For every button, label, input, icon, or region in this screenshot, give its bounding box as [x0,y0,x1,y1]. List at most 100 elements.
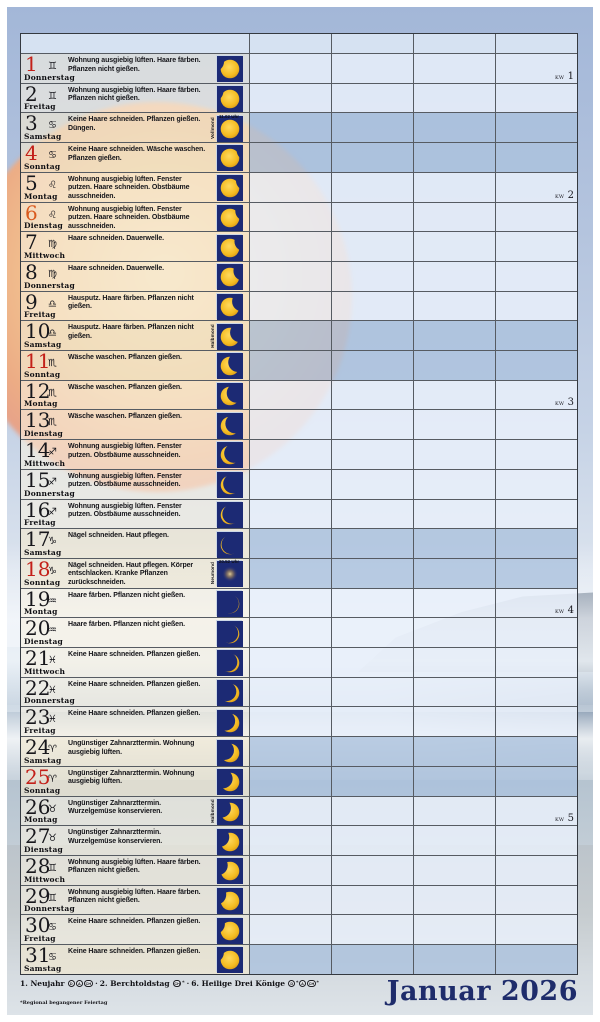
moon-phase-area [209,351,249,380]
day-block: 21 ♓ Mittwoch [21,647,67,677]
footnote: *Regional begangener Feiertag [20,1000,108,1006]
day-info-cell: 20 ♒ Dienstag Haare färben. Pflanzen nic… [21,617,250,648]
note-cell [414,410,496,440]
day-info-cell: 7 ♍ Mittwoch Haare schneiden. Dauerwelle… [21,230,250,261]
note-cell [332,558,414,588]
weekday-label: Montag [24,191,58,201]
header-row [21,34,577,54]
day-number: 28 [25,853,51,878]
weekday-label: Donnerstag [24,72,75,82]
zodiac-icon-krebs: ♋ [48,150,57,162]
moon-phase-icon [216,619,243,647]
holiday-item: 6. Heilige Drei Könige [191,979,288,988]
country-badge-a: A [299,980,307,987]
weekday-label: Freitag [24,102,56,112]
moon-phase-icon [216,827,243,855]
moon-phase-icon [216,857,243,885]
weekday-label: Dienstag [24,637,63,647]
moon-phase-area [209,648,249,677]
note-cell [250,707,332,737]
moon-phase-area [209,143,249,172]
day-row: 25 ♈ Sonntag Ungünstiger Zahnarzttermin.… [21,766,577,797]
day-block: 7 ♍ Mittwoch [21,230,67,261]
day-info-cell: 24 ♈ Samstag Ungünstiger Zahnarzttermin.… [21,736,250,766]
zodiac-icon-zwillinge: ♊ [48,90,57,102]
moon-phase-area [209,915,249,944]
day-info-cell: 13 ♏ Dienstag Wäsche waschen. Pflanzen g… [21,409,250,440]
zodiac-icon-zwillinge: ♊ [48,892,57,904]
note-cell [250,291,332,321]
advice-text: Nägel schneiden. Haut pflegen. [68,532,169,540]
weekday-label: Freitag [24,934,56,944]
note-cell [250,677,332,707]
advice-text: Wäsche waschen. Pflanzen gießen. [68,354,182,362]
moon-phase-area [209,678,249,707]
note-cell [414,915,496,945]
header-day-cell [21,34,250,53]
advice-text: Wohnung ausgiebig lüften. Haare färben. … [68,888,201,905]
day-block: 31 ♋ Samstag [21,944,67,974]
day-block: 4 ♋ Sonntag [21,142,67,172]
kw-label: KW 1 [554,70,574,82]
advice-text: Hausputz. Haare färben. Pflanzen nicht g… [68,324,194,340]
weekday-label: Montag [24,399,58,409]
note-cell [332,143,414,172]
note-cell [414,261,496,291]
moon-phase-icon [216,292,243,320]
day-row: 20 ♒ Dienstag Haare färben. Pflanzen nic… [21,617,577,649]
moon-phase-area [209,500,249,529]
note-cell [496,915,577,945]
note-cell [250,529,332,558]
day-block: 24 ♈ Samstag [21,736,67,766]
zodiac-icon-stier: ♉ [48,833,57,845]
day-number: 27 [25,824,51,849]
day-row: 9 ♎ Freitag Hausputz. Haare färben. Pfla… [21,291,577,322]
advice-text: Nägel schneiden. Haut pflegen. Körper en… [68,561,194,586]
zodiac-icon-zwillinge: ♊ [48,862,57,874]
moon-phase-label: Halbmond [210,323,215,348]
zodiac-icon-stier: ♉ [48,803,57,815]
note-cell [332,855,414,885]
day-info-cell: 3 ♋ Samstag Keine Haare schneiden. Pflan… [21,112,250,143]
zodiac-icon-waage: ♎ [48,328,57,340]
day-info-cell: 17 ♑ Samstag Nägel schneiden. Haut pfleg… [21,528,250,558]
moon-phase-area [209,767,249,796]
moon-phase-time: 20.52 Uhr [218,559,240,565]
day-row: 22 ♓ Donnerstag Keine Haare schneiden. P… [21,675,577,708]
note-cell [332,440,414,469]
note-cell [496,321,577,351]
note-cell [414,558,496,588]
advice-text: Keine Haare schneiden. Wäsche waschen. P… [68,146,206,162]
note-cell [332,529,414,558]
holiday-item: 2. Berchtoldstag [99,979,173,988]
note-cell [332,232,414,261]
holiday-item: 1. Neujahr [20,979,68,988]
note-cell [496,499,577,529]
day-row: 12 ♏ Montag Wäsche waschen. Pflanzen gie… [21,380,577,411]
day-info-cell: 1 ♊ Donnerstag Wohnung ausgiebig lüften.… [21,53,250,83]
note-cell [332,54,414,83]
note-cell [414,855,496,885]
day-info-cell: 21 ♓ Mittwoch Keine Haare schneiden. Pfl… [21,647,250,677]
moon-phase-icon [216,797,243,825]
day-block: 29 ♊ Donnerstag [21,885,75,915]
day-row: 23 ♓ Freitag Keine Haare schneiden. Pfla… [21,706,577,738]
zodiac-icon-widder: ♈ [48,773,57,785]
kw-label: KW 5 [554,813,574,825]
note-cell [414,172,496,202]
advice-text: Haare färben. Pflanzen nicht gießen. [68,621,185,629]
day-number: 22 [25,675,51,700]
moon-phase-area: Neumond 20.52 Uhr [209,559,249,588]
day-number: 7 [25,230,38,255]
zodiac-icon-steinbock: ♑ [48,536,57,548]
moon-phase-icon [216,203,243,231]
zodiac-icon-waage: ♎ [48,298,57,310]
kw-label: KW 3 [554,397,574,409]
day-row: 13 ♏ Dienstag Wäsche waschen. Pflanzen g… [21,409,577,441]
note-cell [332,202,414,232]
advice-text: Ungünstiger Zahnarzttermin. Wohnung ausg… [68,740,195,756]
day-info-cell: 4 ♋ Sonntag Keine Haare schneiden. Wäsch… [21,142,250,172]
advice-text: Wäsche waschen. Pflanzen gießen. [68,383,182,391]
note-cell [496,529,577,558]
day-info-cell: 11 ♏ Sonntag Wäsche waschen. Pflanzen gi… [21,350,250,380]
